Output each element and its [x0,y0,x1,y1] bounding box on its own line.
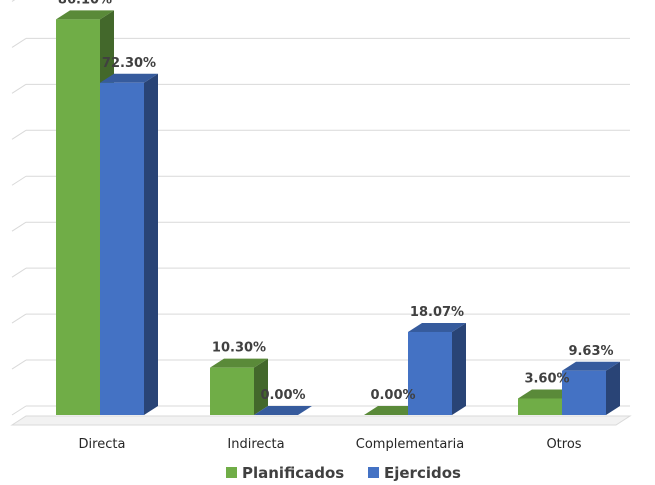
bar-front [56,19,100,415]
category-axis: Directa Indirecta Complementaria Otros [79,437,582,452]
bar-front [408,331,452,415]
category-label: Complementaria [356,437,464,452]
data-label: 86.10% [58,0,112,7]
legend-item-ejercidos: Ejercidos [368,464,461,482]
data-label: 3.60% [524,371,569,386]
legend-item-planificados: Planificados [226,464,344,482]
bar-top [408,322,466,332]
gridline-side [11,267,27,278]
bar-front [562,370,606,415]
bar-top [518,389,576,399]
floor-plane [10,415,632,426]
data-label: 0.00% [260,388,305,403]
category-label: Directa [79,437,126,452]
bar-top [100,73,158,83]
data-label: 0.00% [370,388,415,403]
gridline-side [11,313,27,324]
legend: Planificados Ejercidos [226,464,461,482]
legend-label: Planificados [242,464,344,482]
bar-ejercidos-indirecta [254,406,312,415]
bar-ejercidos-otros [562,361,620,415]
bar-top [562,361,620,371]
legend-swatch [226,467,237,478]
legend-swatch [368,467,379,478]
bar-ejercidos-complementaria [408,322,466,415]
data-label: 9.63% [568,344,613,359]
gridline-side [11,221,27,232]
gridline-side [11,405,27,416]
bar-planificados-complementaria [364,406,422,415]
bar-planificados-indirecta [210,358,268,415]
bar-front [100,82,144,415]
category-label: Indirecta [227,437,284,452]
bar-side [606,361,620,415]
bar-side [144,73,158,415]
bars [56,10,620,415]
bar-ejercidos-directa [100,73,158,415]
category-label: Otros [546,437,581,452]
gridline-side [11,83,27,94]
legend-label: Ejercidos [384,464,461,482]
data-label: 72.30% [102,56,156,71]
gridline-side [11,175,27,186]
data-label: 18.07% [410,305,464,320]
gridline-side [11,0,16,2]
bar-top [364,406,422,415]
bar-front [518,398,562,415]
bar-side [452,322,466,415]
gridline-side [11,37,27,48]
data-label: 10.30% [212,341,266,356]
bar-top [56,10,114,20]
gridline-side [11,129,27,140]
data-labels: 86.10% 72.30% 10.30% 0.00% 0.00% 18.07% 3.60% 9… [58,0,614,403]
bar-top [210,358,268,368]
bar-top [254,406,312,415]
bar-side [254,358,268,415]
bar-front [210,367,254,415]
gridline-side [11,359,27,370]
chart-floor [10,415,632,426]
